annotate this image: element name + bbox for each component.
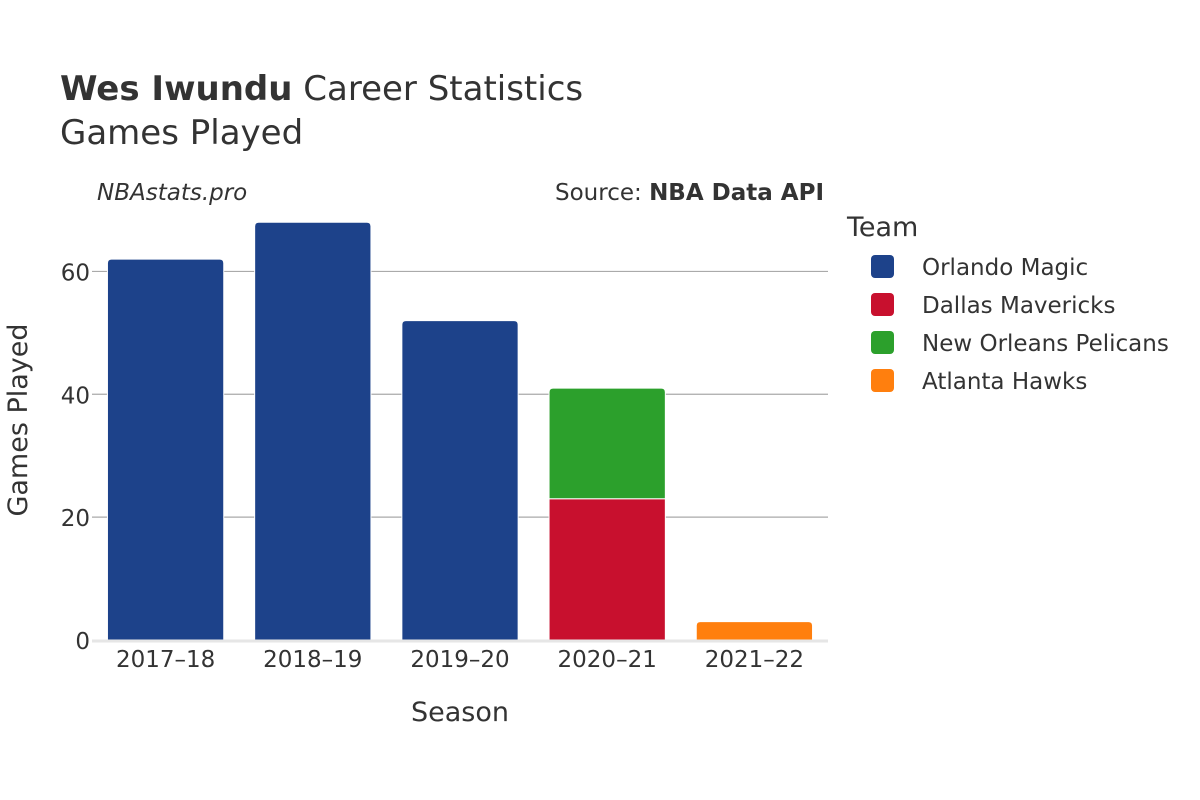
chart-title: Wes Iwundu Career Statistics [60, 69, 583, 109]
x-tick-label: 2020–21 [558, 647, 657, 673]
x-tick-label: 2017–18 [116, 647, 215, 673]
legend-swatch [871, 293, 894, 316]
legend-label: Dallas Mavericks [922, 293, 1115, 319]
legend-label: New Orleans Pelicans [922, 331, 1169, 357]
x-tick-label: 2021–22 [705, 647, 804, 673]
chart-title-rest: Career Statistics [292, 69, 583, 109]
bars [106, 221, 814, 641]
x-tick-label: 2019–20 [410, 647, 509, 673]
legend-item[interactable]: New Orleans Pelicans [871, 331, 1169, 357]
y-tick-label: 60 [61, 260, 90, 286]
legend-swatch [871, 331, 894, 354]
bar-orlando-magic-2017–18[interactable] [106, 258, 225, 641]
source-credit: Source: NBA Data API [555, 180, 824, 206]
source-prefix: Source: [555, 180, 649, 206]
legend-item[interactable]: Dallas Mavericks [871, 293, 1115, 319]
axes: 0 20 40 60 2017–18 2018–19 2019–20 2020–21 2021–… [61, 260, 828, 673]
legend-swatch [871, 255, 894, 278]
bar-orlando-magic-2019–20[interactable] [401, 320, 519, 641]
bar-orlando-magic-2018–19[interactable] [254, 221, 372, 641]
legend-item[interactable]: Atlanta Hawks [871, 369, 1087, 395]
chart-subtitle: Games Played [60, 113, 303, 153]
source-name: NBA Data API [649, 180, 824, 206]
legend-label: Orlando Magic [922, 255, 1088, 281]
y-tick-label: 0 [75, 629, 90, 655]
legend-swatch [871, 369, 894, 392]
legend-item[interactable]: Orlando Magic [871, 255, 1088, 281]
y-tick-label: 40 [61, 383, 90, 409]
legend-label: Atlanta Hawks [922, 369, 1087, 395]
bar-dallas-mavericks-2020–21[interactable] [548, 498, 666, 641]
y-axis-title: Games Played [3, 323, 34, 516]
x-tick-label: 2018–19 [263, 647, 362, 673]
x-axis-title: Season [411, 697, 509, 728]
bar-atlanta-hawks-2021–22[interactable] [695, 621, 814, 641]
legend-title: Team [846, 212, 918, 243]
chart-title-bold: Wes Iwundu [60, 69, 292, 109]
y-tick-label: 20 [61, 506, 90, 532]
site-credit: NBAstats.pro [97, 180, 247, 206]
bar-new-orleans-pelicans-2020–21[interactable] [548, 387, 666, 500]
